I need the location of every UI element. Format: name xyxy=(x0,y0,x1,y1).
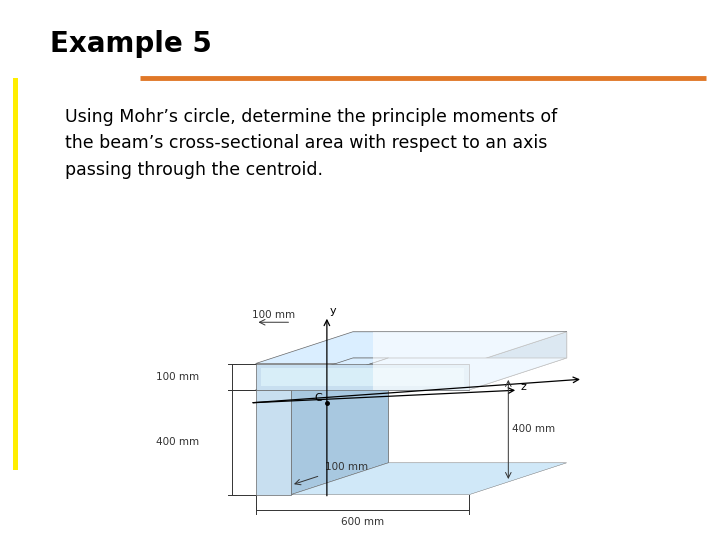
Polygon shape xyxy=(353,332,567,358)
Polygon shape xyxy=(291,463,567,495)
Polygon shape xyxy=(291,358,389,495)
Text: Using Mohr’s circle, determine the principle moments of
the beam’s cross-section: Using Mohr’s circle, determine the princ… xyxy=(65,108,557,179)
Text: 400 mm: 400 mm xyxy=(511,424,554,435)
Text: Example 5: Example 5 xyxy=(50,30,212,58)
Text: 100 mm: 100 mm xyxy=(252,310,295,320)
Text: 100 mm: 100 mm xyxy=(325,462,369,472)
Text: 600 mm: 600 mm xyxy=(341,517,384,527)
Text: C: C xyxy=(314,393,322,403)
Text: y: y xyxy=(330,306,337,316)
Polygon shape xyxy=(469,332,567,390)
Polygon shape xyxy=(256,358,389,390)
Polygon shape xyxy=(256,363,469,390)
Polygon shape xyxy=(291,358,567,390)
Text: z: z xyxy=(520,382,526,392)
Text: 100 mm: 100 mm xyxy=(156,372,199,382)
Polygon shape xyxy=(256,390,291,495)
FancyBboxPatch shape xyxy=(373,332,577,390)
Polygon shape xyxy=(353,358,389,463)
Point xyxy=(701,75,710,82)
Point xyxy=(136,75,145,82)
Bar xyxy=(13,78,19,470)
Polygon shape xyxy=(256,332,567,363)
Polygon shape xyxy=(261,368,464,386)
Text: 400 mm: 400 mm xyxy=(156,437,199,447)
